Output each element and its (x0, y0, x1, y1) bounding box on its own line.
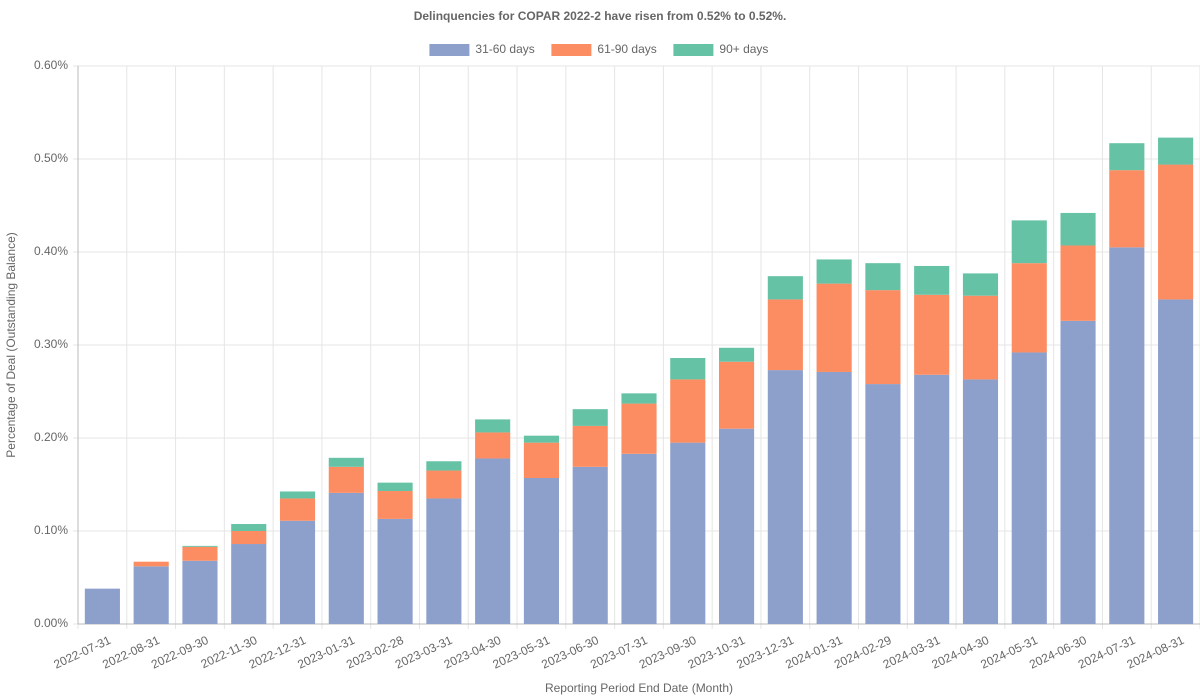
bar-segment (1109, 247, 1145, 624)
bar-segment (84, 588, 120, 624)
bar-segment (1158, 137, 1194, 165)
bar-segment (475, 419, 511, 433)
bar-segment (231, 524, 267, 531)
bar-segment (670, 442, 706, 624)
y-tick-label: 0.30% (34, 337, 68, 351)
bar-segment (1158, 299, 1194, 624)
bar-segment (962, 273, 999, 296)
bar-segment (1011, 352, 1047, 624)
bar-segment (523, 442, 559, 478)
bar-segment (572, 425, 608, 467)
bar-segment (865, 384, 901, 624)
bar-segment (670, 358, 706, 380)
bar-segment (133, 561, 169, 567)
bar-segment (377, 491, 413, 519)
bar-segment (865, 263, 901, 291)
bar-segment (328, 466, 364, 493)
bar-segment (133, 566, 169, 624)
bar-segment (377, 518, 413, 624)
bar-segment (231, 531, 267, 545)
bar-segment (719, 428, 755, 624)
bar-segment (572, 466, 608, 624)
y-tick-label: 0.10% (34, 523, 68, 537)
bar-segment (962, 379, 999, 624)
bar-segment (523, 435, 559, 443)
bar-segment (426, 470, 462, 499)
y-tick-label: 0.60% (34, 58, 68, 72)
bar-segment (865, 290, 901, 385)
bar-segment (426, 461, 462, 471)
bar-segment (767, 370, 803, 624)
bar-segment (816, 259, 852, 284)
y-axis-title: Percentage of Deal (Outstanding Balance) (4, 232, 18, 457)
bar-segment (231, 544, 267, 624)
bar-segment (816, 283, 852, 372)
legend-swatch[interactable] (429, 44, 470, 56)
bar-segment (377, 482, 413, 492)
legend-label[interactable]: 31-60 days (475, 42, 534, 56)
bar-segment (328, 492, 364, 624)
bar-segment (1109, 170, 1145, 248)
bar-segment (621, 403, 657, 454)
legend-label[interactable]: 61-90 days (597, 42, 656, 56)
bar-segment (182, 545, 218, 547)
bar-segment (914, 294, 950, 375)
y-tick-label: 0.00% (34, 616, 68, 630)
legend-swatch[interactable] (551, 44, 592, 56)
bar-segment (621, 453, 657, 624)
bar-segment (182, 546, 218, 561)
bar-segment (719, 347, 755, 362)
bar-segment (572, 409, 608, 426)
bar-segment (1109, 143, 1145, 171)
bar-segment (182, 560, 218, 624)
bar-segment (621, 393, 657, 404)
y-tick-label: 0.40% (34, 244, 68, 258)
bar-segment (1060, 320, 1096, 624)
bar-segment (475, 458, 511, 624)
bar-segment (279, 498, 316, 521)
bar-segment (1011, 220, 1047, 264)
y-tick-label: 0.20% (34, 430, 68, 444)
y-tick-label: 0.50% (34, 151, 68, 165)
bar-segment (523, 477, 559, 624)
chart-title: Delinquencies for COPAR 2022-2 have rise… (414, 9, 787, 23)
bar-segment (279, 520, 316, 624)
bar-segment (279, 491, 316, 499)
bar-segment (719, 361, 755, 429)
x-axis-title: Reporting Period End Date (Month) (545, 681, 733, 695)
bar-segment (962, 295, 999, 380)
bar-segment (1011, 263, 1047, 353)
bar-segment (1158, 164, 1194, 300)
bar-segment (426, 498, 462, 624)
bar-segment (767, 276, 803, 300)
bar-segment (816, 371, 852, 624)
bar-segment (1060, 245, 1096, 321)
legend-label[interactable]: 90+ days (719, 42, 768, 56)
bar-segment (475, 432, 511, 459)
bar-segment (914, 374, 950, 624)
bar-segment (1060, 212, 1096, 246)
bar-segment (670, 379, 706, 443)
bar-segment (328, 457, 364, 467)
bar-segment (767, 299, 803, 371)
bar-segment (914, 265, 950, 295)
legend-swatch[interactable] (673, 44, 714, 56)
